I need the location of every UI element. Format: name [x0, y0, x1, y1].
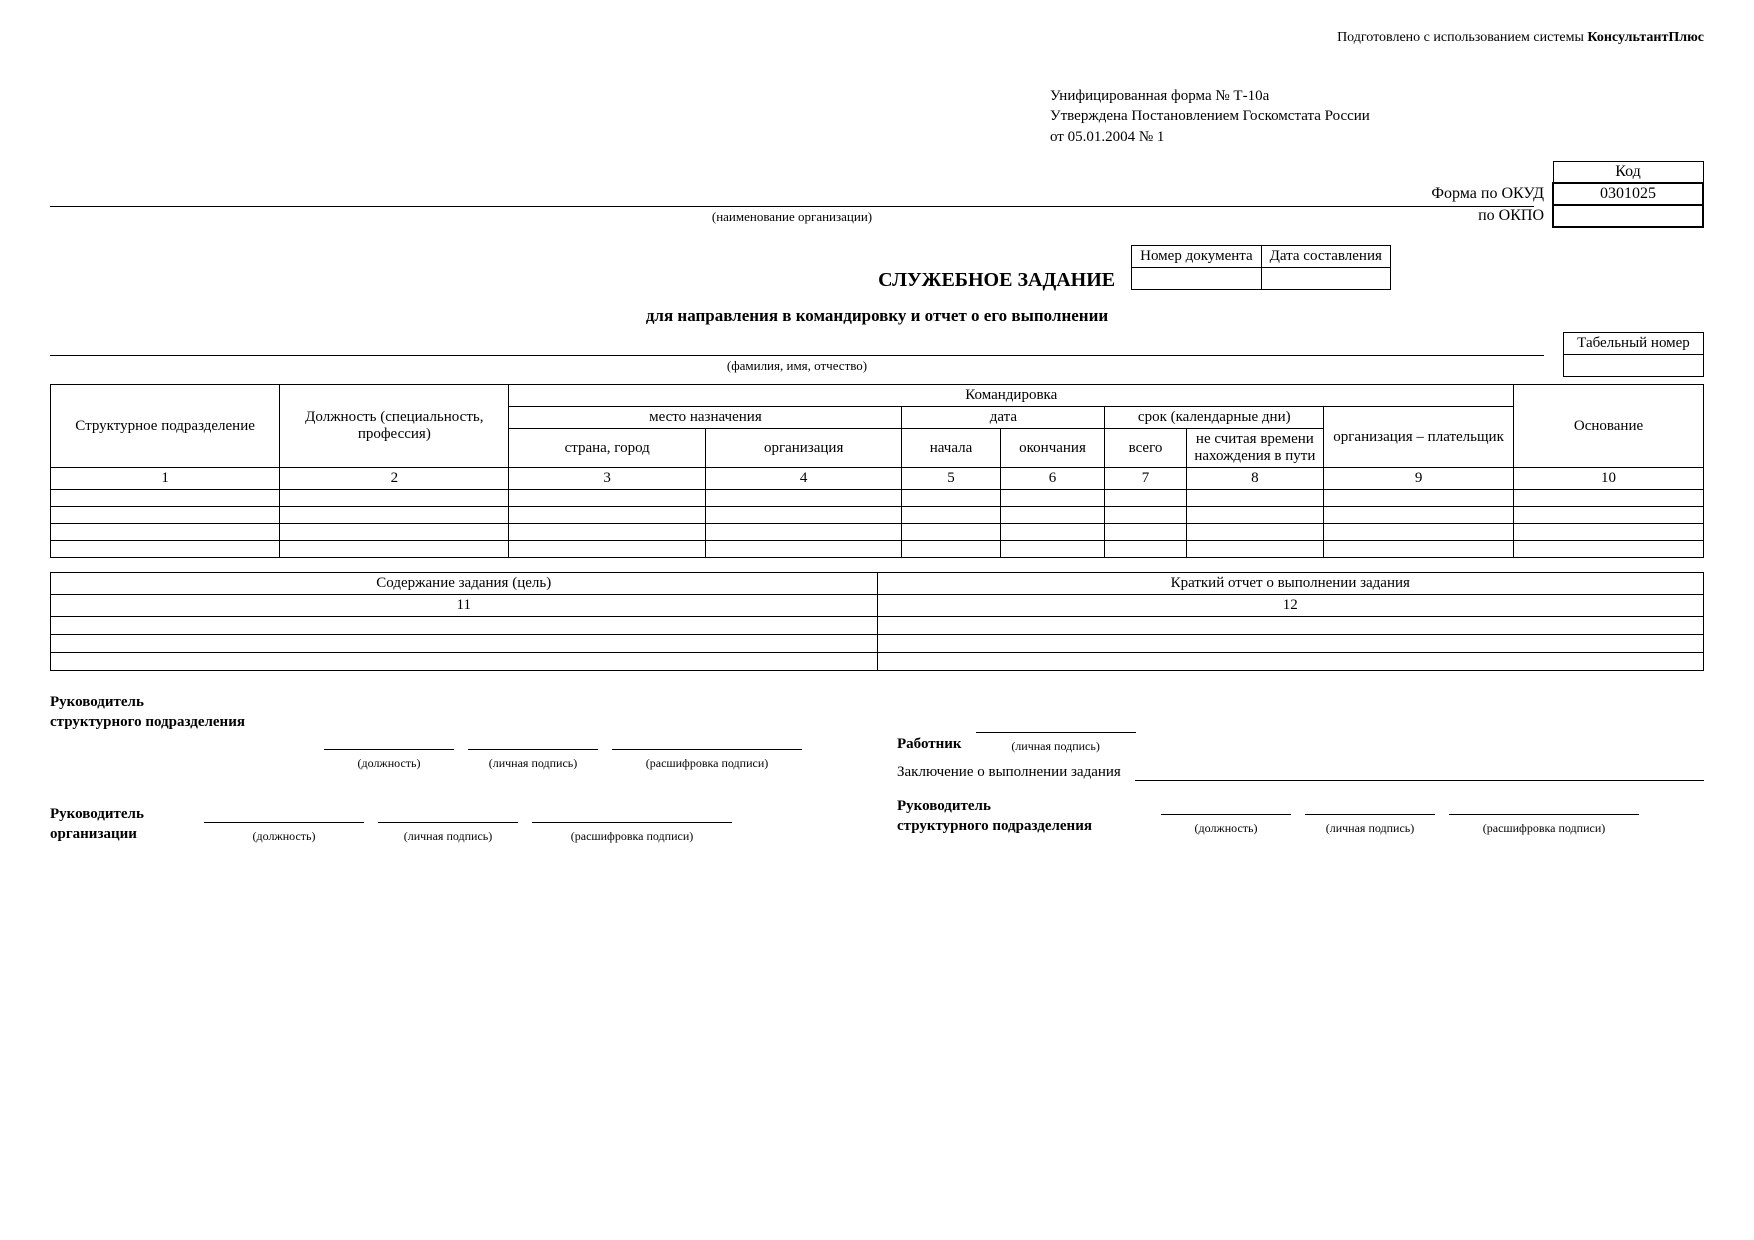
- system-note-prefix: Подготовлено с использованием системы: [1337, 30, 1587, 45]
- code-table: Код 0301025: [1552, 161, 1704, 229]
- th-payer: организация – плательщик: [1324, 407, 1514, 468]
- main-table: Структурное подразделение Должность (спе…: [50, 384, 1704, 558]
- form-meta-line1: Унифицированная форма № Т-10а: [1050, 86, 1704, 106]
- doc-num-value: [1132, 268, 1262, 290]
- colnum: 5: [902, 468, 1000, 490]
- fio-underline: [50, 355, 1544, 356]
- form-meta-line3: от 05.01.2004 № 1: [1050, 127, 1704, 147]
- tab-num-value: [1564, 355, 1704, 377]
- system-note-bold: КонсультантПлюс: [1587, 30, 1704, 45]
- th-total: всего: [1105, 429, 1186, 468]
- th-task: Содержание задания (цель): [51, 573, 878, 595]
- colnum: 6: [1000, 468, 1105, 490]
- org-underline: [50, 206, 1534, 207]
- okpo-value: [1553, 205, 1703, 227]
- th-date: дата: [902, 407, 1105, 429]
- th-trip: Командировка: [509, 385, 1514, 407]
- th-end: окончания: [1000, 429, 1105, 468]
- sig-head-dept2-sign: [1305, 814, 1435, 815]
- sig-worker-label: Работник: [897, 735, 962, 755]
- th-start: начала: [902, 429, 1000, 468]
- form-meta: Унифицированная форма № Т-10а Утверждена…: [1050, 86, 1704, 147]
- sig-head-org-decipher: [532, 822, 732, 823]
- sig-head-dept2-position: [1161, 814, 1291, 815]
- sig-head-dept-position: [324, 749, 454, 750]
- colnum: 3: [509, 468, 705, 490]
- colnum: 2: [280, 468, 509, 490]
- sig-conclusion-line: [1135, 780, 1704, 781]
- tab-number-table: Табельный номер: [1563, 332, 1704, 377]
- fio-caption: (фамилия, имя, отчество): [50, 358, 1544, 374]
- org-caption: (наименование организации): [50, 209, 1534, 225]
- system-note: Подготовлено с использованием системы Ко…: [50, 30, 1704, 46]
- sig-worker-sign: [976, 732, 1136, 733]
- sig-head-dept-decipher: [612, 749, 802, 750]
- sig-head-org-label: Руководитель организации: [50, 805, 190, 844]
- th-position: Должность (специальность, профессия): [280, 385, 509, 468]
- sig-head-dept-sign: [468, 749, 598, 750]
- colnum12: 12: [877, 595, 1704, 617]
- th-struct: Структурное подразделение: [51, 385, 280, 468]
- th-excl: не считая времени нахождения в пути: [1186, 429, 1324, 468]
- page-title: СЛУЖЕБНОЕ ЗАДАНИЕ: [878, 269, 1115, 291]
- th-basis: Основание: [1514, 385, 1704, 468]
- doc-date-header: Дата составления: [1261, 246, 1390, 268]
- sig-head-org-sign: [378, 822, 518, 823]
- colnum: 1: [51, 468, 280, 490]
- doc-number-table: Номер документа Дата составления: [1131, 245, 1391, 290]
- th-org: организация: [705, 429, 901, 468]
- doc-date-value: [1261, 268, 1390, 290]
- colnum: 4: [705, 468, 901, 490]
- th-country: страна, город: [509, 429, 705, 468]
- doc-num-header: Номер документа: [1132, 246, 1262, 268]
- th-term: срок (календарные дни): [1105, 407, 1324, 429]
- form-meta-line2: Утверждена Постановлением Госкомстата Ро…: [1050, 106, 1704, 126]
- sig-conclusion-label: Заключение о выполнении задания: [897, 764, 1121, 781]
- sig-head-dept-label: Руководитель структурного подразделения: [50, 693, 857, 732]
- okud-value: 0301025: [1553, 183, 1703, 205]
- tab-num-header: Табельный номер: [1564, 333, 1704, 355]
- colnum11: 11: [51, 595, 878, 617]
- colnum: 10: [1514, 468, 1704, 490]
- okpo-label: по ОКПО: [1431, 205, 1544, 227]
- th-report: Краткий отчет о выполнении задания: [877, 573, 1704, 595]
- okud-label: Форма по ОКУД: [1431, 183, 1544, 205]
- sig-head-org-position: [204, 822, 364, 823]
- report-table: Содержание задания (цель) Краткий отчет …: [50, 572, 1704, 671]
- colnum: 9: [1324, 468, 1514, 490]
- colnum: 8: [1186, 468, 1324, 490]
- th-destination: место назначения: [509, 407, 902, 429]
- sig-head-dept2-decipher: [1449, 814, 1639, 815]
- page-subtitle: для направления в командировку и отчет о…: [50, 306, 1704, 326]
- code-header: Код: [1553, 161, 1703, 183]
- colnum: 7: [1105, 468, 1186, 490]
- sig-head-dept2-label: Руководитель структурного подразделения: [897, 797, 1147, 836]
